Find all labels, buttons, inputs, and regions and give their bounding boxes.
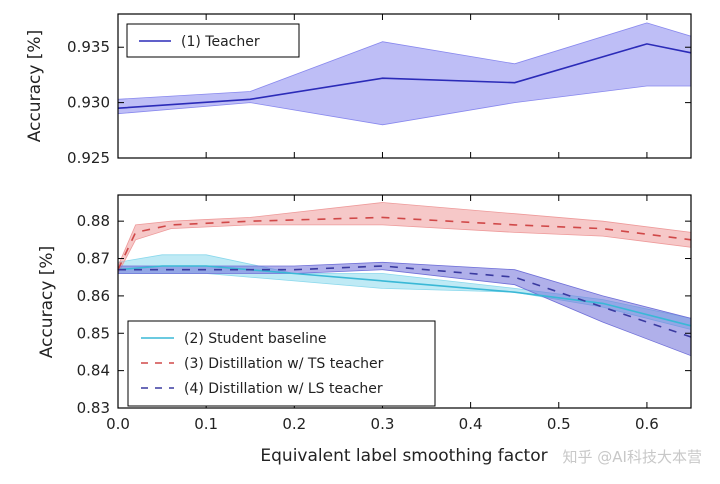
bottom-y-ticks: 0.83 0.84 0.85 0.86 0.87 0.88 (77, 212, 691, 417)
x-tick-label: 0.6 (635, 415, 659, 433)
top-legend: (1) Teacher (126, 23, 300, 58)
watermark-text: 知乎 @AI科技大本营 (563, 448, 702, 466)
y-tick-label: 0.925 (67, 149, 110, 167)
bottom-lines (117, 216, 692, 338)
legend-label-ls-teacher: (4) Distillation w/ LS teacher (184, 381, 383, 397)
top-panel: 0.925 0.930 0.935 Accuracy [%] (1) Teacher (25, 13, 692, 167)
x-tick-label: 0.5 (547, 415, 571, 433)
y-tick-label: 0.930 (67, 94, 110, 112)
y-tick-label: 0.85 (77, 324, 110, 342)
y-tick-label: 0.83 (77, 399, 110, 417)
legend-label-teacher: (1) Teacher (181, 34, 260, 50)
bottom-legend: (2) Student baseline (3) Distillation w/… (127, 320, 436, 407)
x-axis-label: Equivalent label smoothing factor (260, 446, 547, 466)
top-y-axis-label: Accuracy [%] (25, 30, 45, 142)
bottom-x-ticks: 0.0 0.1 0.2 0.3 0.4 0.5 0.6 (106, 195, 659, 433)
top-lines (117, 43, 692, 109)
y-tick-label: 0.84 (77, 362, 110, 380)
x-tick-label: 0.3 (371, 415, 395, 433)
legend-label-ts-teacher: (3) Distillation w/ TS teacher (184, 356, 384, 372)
bottom-legend-box (127, 320, 436, 407)
y-tick-label: 0.86 (77, 287, 110, 305)
x-tick-label: 0.0 (106, 415, 130, 433)
y-tick-label: 0.935 (67, 38, 110, 56)
x-tick-label: 0.1 (194, 415, 218, 433)
top-y-ticks: 0.925 0.930 0.935 (67, 38, 691, 167)
x-tick-label: 0.4 (459, 415, 483, 433)
legend-label-student-baseline: (2) Student baseline (184, 331, 326, 347)
2-student-baseline-line (117, 265, 692, 327)
bottom-panel: 0.0 0.1 0.2 0.3 0.4 0.5 0.6 0.830.840.850.860.… (37, 194, 692, 466)
y-tick-label: 0.87 (77, 250, 110, 268)
x-tick-label: 0.2 (282, 415, 306, 433)
bottom-plot-frame (117, 194, 692, 409)
top-plot-frame (117, 13, 692, 159)
1-teacher-line (117, 43, 692, 109)
y-tick-label: 0.88 (77, 212, 110, 230)
bottom-y-axis-label: Accuracy [%] (37, 246, 57, 358)
top-x-ticks (117, 14, 648, 158)
